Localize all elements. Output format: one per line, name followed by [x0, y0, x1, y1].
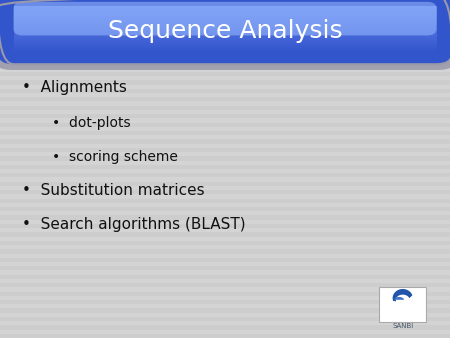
Text: •  Search algorithms (BLAST): • Search algorithms (BLAST): [22, 217, 246, 232]
Bar: [0, 224, 450, 228]
FancyBboxPatch shape: [14, 29, 436, 31]
FancyBboxPatch shape: [14, 40, 436, 42]
Bar: [0, 325, 450, 330]
FancyBboxPatch shape: [14, 28, 436, 30]
FancyBboxPatch shape: [14, 8, 436, 10]
Bar: [0, 55, 450, 59]
Bar: [0, 241, 450, 245]
FancyBboxPatch shape: [14, 14, 436, 16]
FancyBboxPatch shape: [14, 17, 436, 19]
FancyBboxPatch shape: [14, 16, 436, 17]
Bar: [0, 139, 450, 144]
Bar: [0, 190, 450, 194]
Polygon shape: [394, 297, 404, 300]
Bar: [0, 46, 450, 51]
Bar: [0, 21, 450, 25]
Text: SANBI: SANBI: [392, 323, 414, 330]
FancyBboxPatch shape: [14, 42, 436, 43]
FancyBboxPatch shape: [14, 23, 436, 25]
Bar: [0, 216, 450, 220]
FancyBboxPatch shape: [14, 2, 436, 35]
FancyBboxPatch shape: [14, 22, 436, 24]
Polygon shape: [393, 289, 412, 301]
FancyBboxPatch shape: [14, 19, 436, 21]
Bar: [0, 233, 450, 237]
FancyBboxPatch shape: [14, 39, 436, 40]
Text: •  Substitution matrices: • Substitution matrices: [22, 184, 205, 198]
Bar: [0, 300, 450, 304]
Bar: [0, 13, 450, 17]
Bar: [379, 287, 426, 322]
Bar: [0, 198, 450, 203]
Bar: [0, 4, 450, 8]
Text: Sequence Analysis: Sequence Analysis: [108, 19, 342, 43]
Bar: [0, 38, 450, 42]
FancyBboxPatch shape: [14, 20, 436, 22]
Text: •  dot-plots: • dot-plots: [52, 116, 130, 130]
Text: •  scoring scheme: • scoring scheme: [52, 150, 178, 164]
FancyBboxPatch shape: [14, 6, 436, 8]
Bar: [0, 105, 450, 110]
FancyBboxPatch shape: [14, 32, 436, 34]
Bar: [0, 30, 450, 34]
Bar: [0, 207, 450, 211]
Bar: [0, 334, 450, 338]
FancyBboxPatch shape: [14, 43, 436, 45]
Text: •  Alignments: • Alignments: [22, 80, 127, 95]
Bar: [0, 317, 450, 321]
Bar: [0, 173, 450, 177]
FancyBboxPatch shape: [14, 48, 436, 49]
Bar: [0, 72, 450, 76]
FancyBboxPatch shape: [14, 25, 436, 27]
Bar: [0, 131, 450, 135]
Bar: [0, 258, 450, 262]
FancyBboxPatch shape: [14, 31, 436, 33]
FancyBboxPatch shape: [14, 37, 436, 39]
Bar: [0, 291, 450, 296]
Bar: [0, 80, 450, 84]
FancyBboxPatch shape: [14, 49, 436, 51]
Bar: [0, 114, 450, 118]
FancyBboxPatch shape: [14, 11, 436, 13]
Bar: [0, 156, 450, 161]
Bar: [0, 148, 450, 152]
FancyBboxPatch shape: [0, 0, 450, 70]
Bar: [0, 97, 450, 101]
Bar: [0, 308, 450, 313]
FancyBboxPatch shape: [14, 35, 436, 37]
Bar: [0, 249, 450, 254]
Bar: [0, 123, 450, 127]
Bar: [0, 283, 450, 287]
Bar: [0, 64, 450, 68]
FancyBboxPatch shape: [0, 0, 450, 64]
FancyBboxPatch shape: [14, 34, 436, 36]
FancyBboxPatch shape: [14, 26, 436, 28]
FancyBboxPatch shape: [14, 45, 436, 46]
FancyBboxPatch shape: [14, 46, 436, 48]
FancyBboxPatch shape: [14, 13, 436, 15]
FancyBboxPatch shape: [14, 9, 436, 11]
Bar: [0, 266, 450, 270]
Bar: [0, 274, 450, 279]
Bar: [0, 89, 450, 93]
Bar: [0, 165, 450, 169]
Bar: [0, 182, 450, 186]
FancyBboxPatch shape: [14, 51, 436, 52]
